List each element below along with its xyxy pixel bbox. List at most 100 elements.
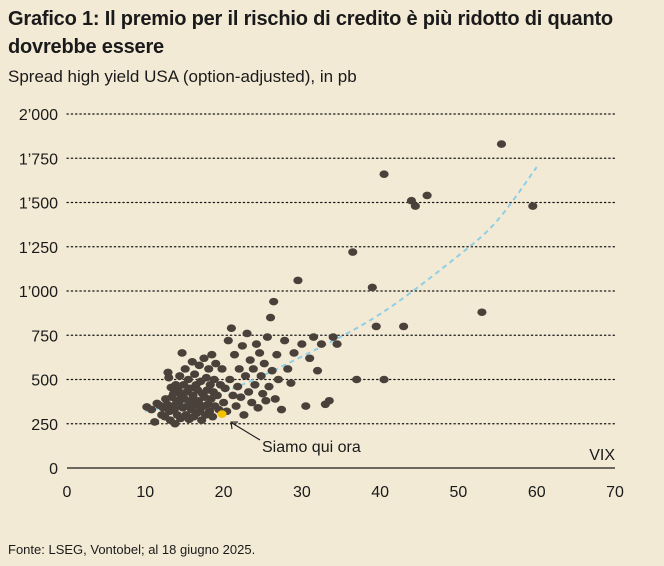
data-point	[229, 350, 240, 359]
data-point	[371, 322, 381, 331]
data-point	[231, 402, 241, 410]
data-point	[258, 389, 268, 398]
data-point	[269, 297, 279, 306]
data-point	[240, 372, 251, 380]
data-point	[312, 366, 323, 375]
data-point	[188, 391, 198, 400]
y-axis-ticks: 0 250 500 750 1’000 1’250 1’500 1’750 2’000	[19, 107, 58, 478]
y-tick-label: 1’250	[19, 240, 58, 257]
data-point	[248, 365, 258, 373]
x-tick-label: 20	[215, 484, 233, 501]
annotation: Siamo qui ora	[230, 421, 361, 456]
data-point	[276, 405, 287, 414]
data-point	[194, 361, 204, 370]
data-point	[379, 170, 389, 178]
x-tick-label: 40	[371, 484, 389, 501]
chart-title: Grafico 1: Il premio per il rischio di c…	[8, 8, 613, 58]
y-tick-label: 1’000	[19, 284, 58, 301]
data-point	[256, 372, 266, 380]
data-point	[324, 396, 334, 405]
data-point	[289, 349, 299, 357]
x-axis-ticks: 0 10 20 30 40 50 60 70 VIX	[63, 447, 624, 501]
data-point	[309, 333, 319, 341]
y-tick-label: 750	[31, 328, 58, 345]
y-tick-label: 1’500	[19, 196, 58, 213]
data-point	[399, 322, 409, 331]
x-axis-label: VIX	[589, 447, 615, 464]
data-point	[239, 411, 249, 419]
data-point	[528, 202, 538, 210]
x-tick-label: 50	[450, 484, 468, 501]
data-point	[250, 381, 260, 389]
data-point	[305, 354, 315, 363]
data-point	[242, 329, 252, 338]
data-point	[209, 375, 219, 384]
data-point	[204, 365, 214, 373]
data-point	[247, 398, 257, 407]
data-point	[297, 340, 307, 348]
data-point	[223, 336, 233, 345]
data-point	[211, 359, 221, 368]
data-point	[422, 191, 432, 200]
data-point	[261, 396, 271, 405]
data-point	[180, 365, 190, 373]
data-point	[251, 340, 262, 348]
data-point	[225, 375, 235, 384]
x-tick-label: 60	[528, 484, 546, 501]
data-point	[379, 375, 389, 384]
trend-curve	[145, 166, 538, 413]
data-point	[273, 375, 283, 384]
data-point	[226, 324, 236, 332]
data-point	[316, 340, 327, 348]
data-point	[207, 350, 217, 359]
data-point	[245, 356, 255, 364]
data-point	[175, 372, 185, 380]
data-point	[199, 354, 209, 363]
y-tick-label: 0	[49, 461, 58, 478]
data-point	[328, 333, 338, 341]
data-point	[228, 391, 238, 400]
data-point	[301, 402, 311, 410]
y-tick-label: 500	[31, 373, 58, 390]
annotation-label: Siamo qui ora	[262, 439, 361, 456]
data-point	[212, 391, 222, 400]
data-point	[146, 405, 157, 414]
data-point	[177, 349, 187, 357]
data-point	[150, 418, 160, 426]
data-point	[218, 398, 229, 407]
y-tick-label: 250	[31, 417, 58, 434]
data-point	[190, 370, 200, 378]
annotation-arrow	[231, 422, 261, 441]
data-point	[264, 382, 274, 391]
data-point	[348, 248, 358, 256]
data-point	[265, 313, 276, 322]
annotation-arrowhead	[230, 421, 239, 430]
data-point	[283, 365, 293, 373]
data-point	[286, 379, 296, 387]
data-point	[208, 412, 218, 421]
data-point	[253, 404, 263, 412]
y-tick-label: 1’750	[19, 151, 58, 168]
y-tick-label: 2’000	[19, 107, 58, 124]
data-point	[293, 276, 303, 285]
data-point	[270, 395, 280, 403]
data-point	[164, 373, 174, 382]
data-point	[280, 336, 290, 345]
data-point	[352, 375, 362, 384]
x-tick-label: 10	[136, 484, 154, 501]
x-tick-label: 0	[63, 484, 72, 501]
data-point	[187, 358, 197, 366]
data-point	[220, 384, 230, 393]
data-point	[217, 365, 227, 373]
data-point	[236, 393, 246, 402]
current-point	[217, 410, 227, 418]
data-point	[367, 283, 377, 292]
data-point	[262, 333, 273, 341]
data-points	[142, 140, 538, 428]
data-point	[267, 366, 277, 375]
data-point	[496, 140, 507, 148]
data-point	[183, 375, 193, 384]
data-point	[201, 373, 211, 382]
data-point	[170, 419, 180, 428]
